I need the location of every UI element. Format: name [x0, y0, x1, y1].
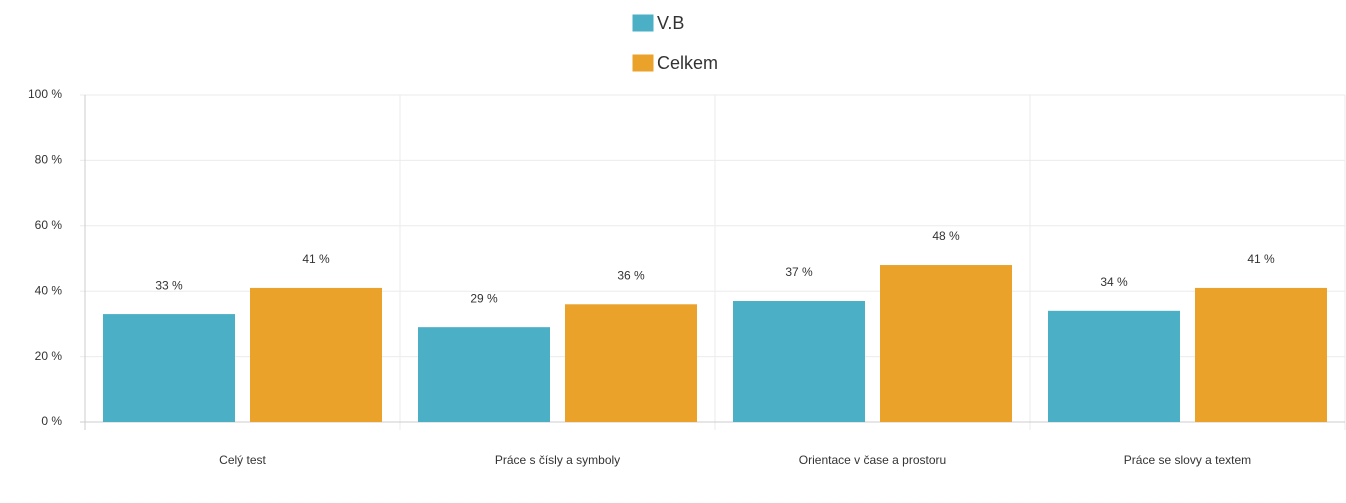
y-tick-label: 40 % [35, 283, 63, 297]
bar [1048, 310, 1180, 422]
x-tick-label: Práce se slovy a textem [1123, 453, 1252, 467]
bar [250, 287, 382, 422]
data-label: 37 % [785, 265, 813, 279]
data-label: 41 % [302, 252, 330, 266]
x-tick-label: Celý test [219, 453, 266, 467]
y-tick-label: 20 % [35, 349, 63, 363]
legend-swatch [631, 53, 655, 73]
bar [880, 265, 1012, 422]
data-label: 29 % [470, 291, 498, 305]
bar [565, 304, 697, 422]
bar [733, 301, 865, 422]
x-tick-label: Orientace v čase a prostoru [798, 453, 947, 467]
data-label: 48 % [932, 229, 960, 243]
data-label: 36 % [617, 268, 645, 282]
y-tick-label: 80 % [35, 153, 63, 167]
legend-swatch [631, 13, 655, 33]
legend-label: V.B [657, 13, 684, 33]
x-tick-label: Práce s čísly a symboly [494, 453, 621, 467]
y-tick-label: 60 % [35, 218, 63, 232]
legend-label: Celkem [657, 53, 718, 73]
y-tick-label: 100 % [28, 87, 62, 101]
data-label: 41 % [1247, 252, 1275, 266]
bar [418, 327, 550, 422]
bar [103, 314, 235, 422]
y-tick-label: 0 % [41, 414, 62, 428]
data-label: 34 % [1100, 275, 1128, 289]
data-label: 33 % [155, 278, 183, 292]
bar [1195, 287, 1327, 422]
